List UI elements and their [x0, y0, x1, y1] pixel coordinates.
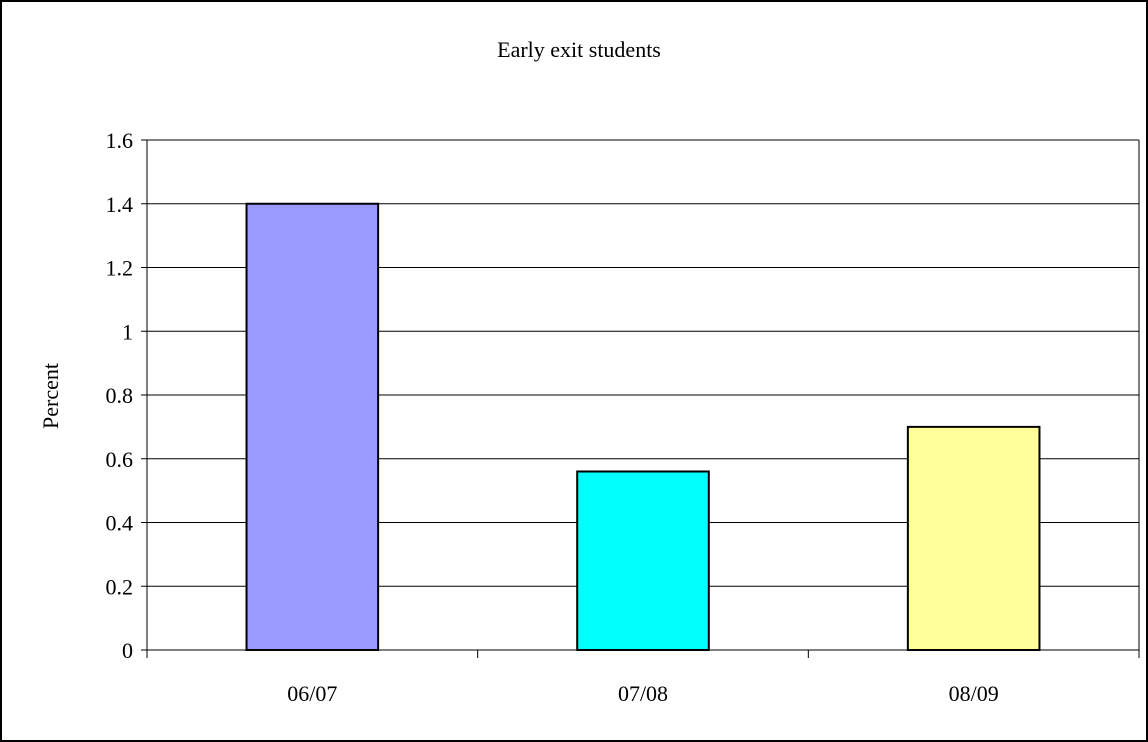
- y-tick-label: 0: [122, 638, 133, 663]
- y-tick-label: 1.6: [106, 128, 134, 153]
- y-tick-label: 0.8: [106, 383, 134, 408]
- x-tick-label: 06/07: [287, 681, 337, 706]
- x-tick-label: 08/09: [949, 681, 999, 706]
- axes: [141, 139, 1140, 658]
- y-tick-label: 0.2: [106, 574, 134, 599]
- y-tick-label: 1: [122, 319, 133, 344]
- bars: [245, 202, 1041, 651]
- tick-labels: 0 0.2 0.4 0.6 0.8 1 1.2 1.4 1.6 06/07 07/08 08/09: [106, 128, 999, 706]
- y-tick-label: 1.4: [106, 192, 134, 217]
- y-tick-label: 1.2: [106, 256, 134, 281]
- bar-07-08: [576, 470, 710, 651]
- bar-06-07: [245, 202, 380, 651]
- bar-08-09: [906, 425, 1041, 651]
- x-tick-label: 07/08: [618, 681, 668, 706]
- y-tick-label: 0.6: [106, 447, 134, 472]
- y-axis-label: Percent: [38, 363, 63, 429]
- y-tick-label: 0.4: [106, 511, 134, 536]
- chart-title: Early exit students: [497, 37, 661, 62]
